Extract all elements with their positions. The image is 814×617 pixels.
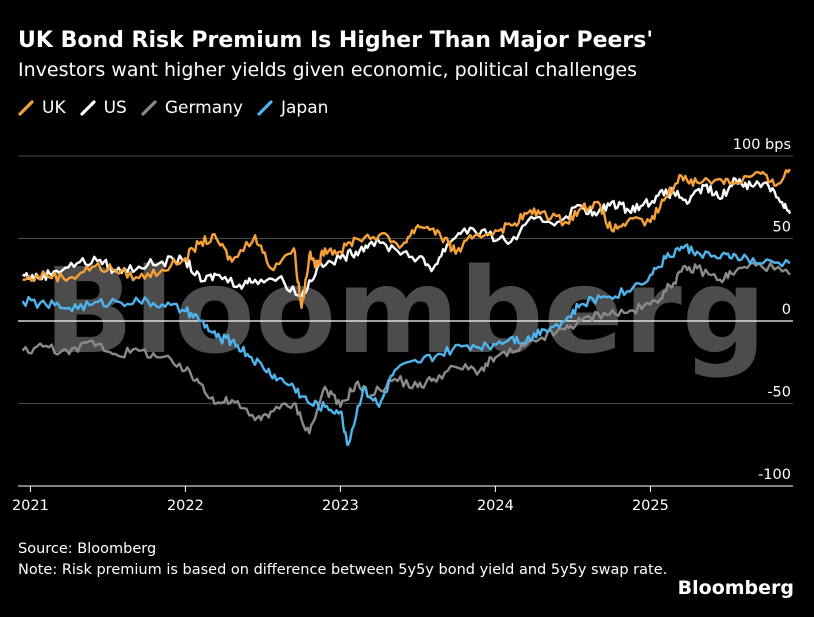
legend-swatch-icon	[79, 100, 96, 116]
series-line-us	[22, 177, 792, 298]
series-line-japan	[21, 243, 791, 446]
bloomberg-logo: Bloomberg	[677, 577, 794, 599]
legend-label: Japan	[280, 98, 329, 118]
legend-swatch-icon	[18, 100, 34, 116]
x-tick-label: 2021	[12, 498, 49, 514]
legend-item-us: US	[79, 98, 127, 118]
legend-swatch-icon	[141, 100, 157, 116]
source-note: Source: Bloomberg	[18, 541, 157, 557]
x-tick-label: 2024	[477, 498, 514, 514]
footer: Source: Bloomberg Note: Risk premium is …	[18, 539, 698, 581]
legend-item-japan: Japan	[257, 98, 328, 118]
method-note: Note: Risk premium is based on differenc…	[18, 562, 668, 578]
legend-label: US	[103, 98, 127, 118]
chart-title: UK Bond Risk Premium Is Higher Than Majo…	[18, 28, 654, 53]
x-tick-label: 2025	[632, 498, 669, 514]
legend-swatch-icon	[257, 100, 273, 116]
y-tick-label: 0	[782, 302, 791, 318]
y-tick-label: 100 bps	[733, 137, 791, 153]
chart-subtitle: Investors want higher yields given econo…	[18, 59, 638, 81]
series-line-uk	[22, 168, 791, 309]
x-tick-label: 2023	[322, 498, 359, 514]
series-line-germany	[21, 261, 791, 435]
legend-label: Germany	[164, 98, 243, 118]
legend-item-germany: Germany	[141, 98, 243, 118]
legend: UK US Germany Japan	[18, 98, 328, 118]
y-tick-label: -50	[767, 385, 791, 401]
x-tick-label: 2022	[167, 498, 204, 514]
legend-item-uk: UK	[18, 98, 66, 118]
y-tick-label: 50	[773, 220, 791, 236]
y-tick-label: -100	[758, 467, 791, 483]
legend-label: UK	[42, 98, 66, 118]
